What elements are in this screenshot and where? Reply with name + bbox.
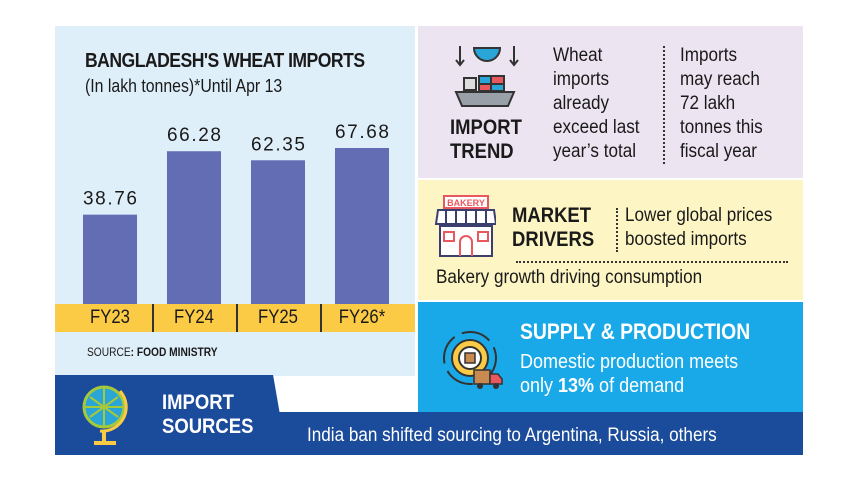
- supply-heading: SUPPLY & PRODUCTION: [520, 319, 751, 344]
- bar-fy25: [251, 160, 305, 304]
- heading-line: IMPORT: [450, 116, 522, 139]
- text-line: exceed last: [553, 117, 640, 138]
- heading-line: MARKET: [512, 204, 592, 227]
- import-sources-heading: IMPORT SOURCES: [162, 391, 253, 439]
- market-drivers-heading: MARKET DRIVERS: [512, 204, 594, 252]
- text: of demand: [594, 375, 685, 397]
- text-line: Imports: [680, 45, 738, 66]
- source-label: SOURCE: [87, 345, 131, 359]
- highlight-percent: 13%: [558, 375, 595, 397]
- text: only: [520, 375, 559, 397]
- bakery-shop-icon: BAKERY: [434, 195, 496, 257]
- x-tick-label: FY25: [258, 307, 298, 328]
- x-tick-separator: [320, 304, 322, 332]
- gear-truck-icon: [443, 331, 503, 389]
- market-drivers-panel: BAKERY MARKET DRIVERS Lower global prices…: [418, 180, 803, 300]
- supply-text: Domestic production meets only 13% of de…: [520, 350, 738, 398]
- bakery-sign-text: BAKERY: [447, 198, 485, 208]
- text-line: boosted imports: [625, 229, 747, 250]
- x-axis-band: [55, 304, 415, 332]
- trend-point-1: Wheat imports already exceed last year’s tot…: [553, 44, 640, 164]
- chart-subtitle: (In lakh tonnes)*Until Apr 13: [85, 76, 283, 96]
- value-label: 38.76: [83, 189, 137, 210]
- supply-production-panel: SUPPLY & PRODUCTION Domestic production …: [418, 302, 803, 412]
- x-tick-label: FY24: [174, 307, 214, 328]
- value-label: 62.35: [251, 134, 305, 155]
- text-line: 72 lakh: [680, 93, 736, 114]
- import-sources-text: India ban shifted sourcing to Argentina,…: [307, 425, 717, 446]
- heading-line: DRIVERS: [512, 228, 595, 251]
- heading-line: IMPORT: [162, 391, 234, 414]
- text-line: fiscal year: [680, 141, 757, 162]
- value-label: 66.28: [167, 125, 221, 146]
- import-trend-panel: IMPORT TREND Wheat imports already exceed la…: [418, 26, 803, 178]
- bar-fy24: [167, 151, 221, 304]
- chart-title: BANGLADESH'S WHEAT IMPORTS: [85, 50, 365, 72]
- heading-line: TREND: [450, 140, 514, 163]
- text-line: imports: [553, 69, 610, 90]
- bar-chart: 38.76 66.28 62.35 67.68: [83, 122, 389, 304]
- divider: [616, 208, 618, 252]
- x-tick-label: FY23: [90, 307, 130, 328]
- driver-point-2: Bakery growth driving consumption: [436, 267, 703, 288]
- x-tick-separator: [236, 304, 238, 332]
- globe-icon: [82, 385, 128, 445]
- text-line: Lower global prices: [625, 205, 773, 226]
- text-line: may reach: [680, 69, 760, 90]
- source-note: SOURCE: FOOD MINISTRY: [87, 345, 218, 359]
- text-line: Domestic production meets: [520, 351, 739, 373]
- text-line: year’s total: [553, 141, 637, 162]
- import-trend-heading: IMPORT TREND: [450, 116, 522, 164]
- text-line: only 13% of demand: [520, 374, 738, 398]
- heading-line: SOURCES: [162, 415, 254, 438]
- source-value: : FOOD MINISTRY: [130, 345, 218, 359]
- x-tick-separator: [152, 304, 154, 332]
- cargo-ship-icon: [454, 46, 519, 107]
- bar-fy26: [335, 147, 389, 304]
- text-line: Wheat: [553, 45, 603, 66]
- divider: [663, 46, 665, 164]
- driver-point-1: Lower global prices boosted imports: [625, 204, 772, 252]
- divider: [516, 261, 788, 263]
- trend-point-2: Imports may reach 72 lakh tonnes this fiscal…: [680, 44, 763, 164]
- text-line: tonnes this: [680, 117, 763, 138]
- bar-fy23: [83, 214, 137, 304]
- x-tick-label: FY26*: [338, 307, 386, 328]
- text-line: already: [553, 93, 610, 114]
- value-label: 67.68: [335, 122, 389, 143]
